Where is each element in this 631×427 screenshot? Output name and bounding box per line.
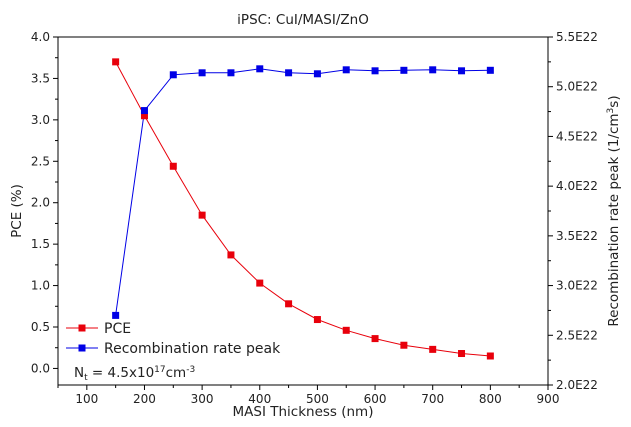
series-point-0 <box>400 341 408 349</box>
annot-mid: = 4.5x10 <box>88 365 155 381</box>
y2-tick-label: 2.0E22 <box>556 378 598 392</box>
x-tick-label: 800 <box>479 392 502 406</box>
series-point-0 <box>285 300 293 308</box>
annot-sup: 17 <box>154 365 165 375</box>
series-line-0 <box>115 61 491 357</box>
series-point-1 <box>198 69 206 77</box>
series-point-0 <box>227 251 235 259</box>
y2-tick-label: 3.0E22 <box>556 279 598 293</box>
x-tick-label: 300 <box>191 392 214 406</box>
y2-tick-label: 4.0E22 <box>556 179 598 193</box>
series-point-1 <box>458 67 466 75</box>
series-point-0 <box>313 316 321 324</box>
series-point-1 <box>140 107 148 115</box>
series-point-0 <box>342 326 350 334</box>
legend-marker <box>78 324 86 332</box>
y-axis-left: 0.0 0.5 1.0 1.5 2.0 2.5 3.0 3.5 4.0 <box>31 30 58 375</box>
y-tick-label: 1.0 <box>31 279 50 293</box>
series-point-0 <box>371 335 379 343</box>
series-point-0 <box>198 211 206 219</box>
series-point-1 <box>429 66 437 74</box>
series-line-1 <box>115 68 491 316</box>
chart-title: iPSC: CuI/MASI/ZnO <box>237 12 369 28</box>
legend: PCE Recombination rate peak <box>66 321 281 357</box>
series-point-0 <box>486 352 494 360</box>
y-tick-label: 4.0 <box>31 30 50 44</box>
series-point-1 <box>342 66 350 74</box>
legend-marker <box>78 344 86 352</box>
series-point-0 <box>429 345 437 353</box>
y2-tick-label: 5.5E22 <box>556 30 598 44</box>
annot-sup2: -3 <box>186 365 195 375</box>
series-point-1 <box>486 66 494 74</box>
y-tick-label: 0.5 <box>31 320 50 334</box>
x-axis: 100 200 300 400 500 600 700 800 900 <box>57 385 560 406</box>
series-point-0 <box>169 162 177 170</box>
series-points <box>112 58 494 360</box>
y2-axis-title-sup: 3 <box>606 108 616 114</box>
series-point-1 <box>112 311 120 319</box>
legend-label: Recombination rate peak <box>104 341 281 357</box>
annot-sub: t <box>84 373 88 383</box>
series-point-0 <box>256 279 264 287</box>
y-tick-label: 3.5 <box>31 71 50 85</box>
y-tick-label: 3.0 <box>31 113 50 127</box>
x-tick-label: 400 <box>248 392 271 406</box>
series-point-1 <box>285 69 293 77</box>
series-point-1 <box>400 66 408 74</box>
x-tick-label: 500 <box>306 392 329 406</box>
y2-tick-label: 3.5E22 <box>556 229 598 243</box>
x-tick-label: 200 <box>133 392 156 406</box>
y2-tick-label: 5.0E22 <box>556 80 598 94</box>
series-point-1 <box>227 69 235 77</box>
x-tick-label: 600 <box>364 392 387 406</box>
legend-label: PCE <box>104 321 131 337</box>
plot-frame <box>57 36 549 386</box>
trap-density-annotation: Nt = 4.5x1017cm-3 <box>74 365 195 383</box>
x-tick-label: 100 <box>75 392 98 406</box>
series-point-0 <box>458 350 466 358</box>
y2-axis-title-main: Recombination rate peak (1/cm <box>606 113 622 326</box>
x-axis-title: MASI Thickness (nm) <box>233 404 374 420</box>
series-point-1 <box>371 67 379 75</box>
x-tick-label: 700 <box>421 392 444 406</box>
annot-prefix: N <box>74 365 84 381</box>
y2-axis-title-tail: s) <box>606 95 622 107</box>
y-axis-title: PCE (%) <box>9 184 25 238</box>
series-point-0 <box>112 58 120 66</box>
y2-tick-label: 2.5E22 <box>556 328 598 342</box>
y-tick-label: 0.0 <box>31 361 50 375</box>
y-tick-label: 1.5 <box>31 237 50 251</box>
series-point-1 <box>256 65 264 73</box>
series-lines <box>115 61 491 357</box>
y-tick-label: 2.5 <box>31 154 50 168</box>
y-axis-right: 2.0E22 2.5E22 3.0E22 3.5E22 4.0E22 4.5E22 5.0E… <box>548 30 598 392</box>
y-tick-label: 2.0 <box>31 196 50 210</box>
y2-axis-title: Recombination rate peak (1/cm3s) <box>606 95 622 326</box>
annot-tail: cm <box>166 365 187 381</box>
series-point-1 <box>313 70 321 78</box>
x-tick-label: 900 <box>537 392 560 406</box>
series-point-0 <box>140 112 148 120</box>
y2-tick-label: 4.5E22 <box>556 129 598 143</box>
series-point-1 <box>169 71 177 79</box>
